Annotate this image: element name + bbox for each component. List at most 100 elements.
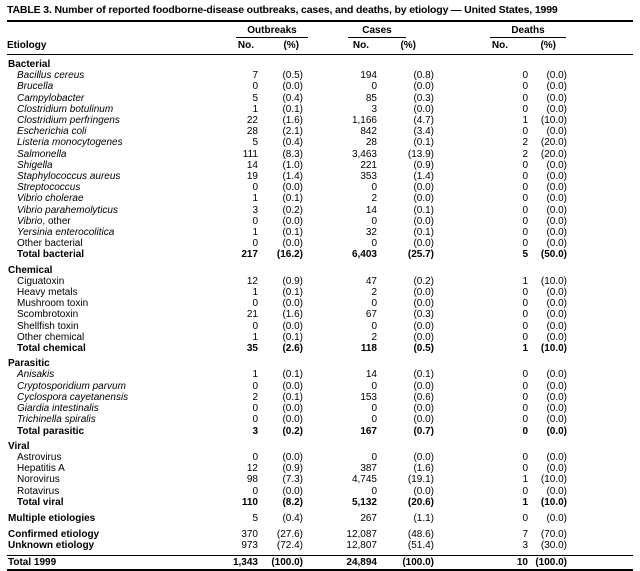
table-row: Norovirus 98 (7.3) 4,745 (19.1) 1 (10.0) xyxy=(7,474,633,485)
outbreaks-pct-cell: (0.2) xyxy=(282,204,303,216)
etiology-name: Astrovirus xyxy=(17,451,62,463)
outbreaks-no-cell: 217 xyxy=(241,249,258,261)
cases-pct-cell: (1.1) xyxy=(413,512,434,524)
cases-no-cell: 0 xyxy=(371,81,377,93)
table-row: Vibrio, other 0 (0.0) 0 (0.0) 0 (0.0) xyxy=(7,216,633,227)
deaths-no-cell: 0 xyxy=(522,463,528,475)
cases-no-cell: 842 xyxy=(360,126,377,138)
deaths-no-cell: 0 xyxy=(522,451,528,463)
outbreaks-pct-cell: (100.0) xyxy=(271,556,303,568)
etiology-name: Bacillus cereus xyxy=(17,70,85,82)
deaths-no-cell: 0 xyxy=(522,215,528,227)
outbreaks-pct-cell: (0.1) xyxy=(282,193,303,205)
etiology-name: Unknown etiology xyxy=(8,540,95,552)
cases-pct-cell: (0.0) xyxy=(413,238,434,250)
deaths-pct-cell: (10.0) xyxy=(540,275,567,287)
table-title: TABLE 3. Number of reported foodborne-di… xyxy=(7,4,558,16)
etiology-name: Heavy metals xyxy=(17,287,78,299)
row-label: Astrovirus xyxy=(7,452,212,463)
cases-no-cell: 85 xyxy=(365,92,377,104)
row-label: Trichinella spiralis xyxy=(7,414,212,425)
etiology-name: Total bacterial xyxy=(17,249,85,261)
cases-pct-cell: (1.4) xyxy=(413,171,434,183)
table-row: Total parasitic 3 (0.2) 167 (0.7) 0 (0.0) xyxy=(7,426,633,437)
outbreaks-pct-cell: (1.0) xyxy=(282,159,303,171)
etiology-name: Listeria monocytogenes xyxy=(17,137,123,149)
cases-no-cell: 0 xyxy=(371,485,377,497)
outbreaks-no-cell: 3 xyxy=(252,425,258,437)
outbreaks-no-cell: 98 xyxy=(246,474,258,486)
row-label: Cyclospora cayetanensis xyxy=(7,392,212,403)
deaths-no-cell: 0 xyxy=(522,287,528,299)
deaths-pct-cell: (0.0) xyxy=(546,92,567,104)
cases-pct-cell: (0.3) xyxy=(413,92,434,104)
outbreaks-pct-header: (%) xyxy=(283,40,299,51)
cases-pct-cell: (0.0) xyxy=(413,287,434,299)
deaths-pct-cell: (70.0) xyxy=(540,529,567,541)
deaths-pct-cell: (0.0) xyxy=(546,512,567,524)
row-label: Salmonella xyxy=(7,149,212,160)
cases-no-cell: 0 xyxy=(371,238,377,250)
etiology-name: Total viral xyxy=(17,496,64,508)
outbreaks-no-cell: 0 xyxy=(252,238,258,250)
cases-no-cell: 167 xyxy=(360,425,377,437)
outbreaks-no-cell: 1 xyxy=(252,193,258,205)
outbreaks-no-cell: 1 xyxy=(252,227,258,239)
cases-no-cell: 67 xyxy=(365,309,377,321)
row-label: Vibrio, other xyxy=(7,216,212,227)
cases-pct-cell: (0.0) xyxy=(413,298,434,310)
outbreaks-no-cell: 2 xyxy=(252,391,258,403)
outbreaks-no-cell: 21 xyxy=(246,309,258,321)
etiology-column-header: Etiology xyxy=(7,40,47,51)
deaths-no-cell: 0 xyxy=(522,171,528,183)
deaths-no-cell: 0 xyxy=(522,70,528,82)
etiology-name: Scombrotoxin xyxy=(17,309,79,321)
outbreaks-pct-cell: (0.0) xyxy=(282,298,303,310)
deaths-no-cell: 0 xyxy=(522,81,528,93)
column-group-cases: Cases xyxy=(348,25,406,38)
row-label: Clostridium botulinum xyxy=(7,104,212,115)
table-row: Staphylococcus aureus 19 (1.4) 353 (1.4) 0 (0.… xyxy=(7,171,633,182)
table-row: Yersinia enterocolitica 1 (0.1) 32 (0.1) 0 (0.… xyxy=(7,227,633,238)
cases-no-cell: 0 xyxy=(371,380,377,392)
outbreaks-pct-cell: (0.0) xyxy=(282,485,303,497)
row-label: Campylobacter xyxy=(7,93,212,104)
row-label: Bacillus cereus xyxy=(7,70,212,81)
cases-pct-cell: (3.4) xyxy=(413,126,434,138)
outbreaks-no-cell: 0 xyxy=(252,298,258,310)
outbreaks-no-cell: 5 xyxy=(252,137,258,149)
deaths-pct-cell: (0.0) xyxy=(546,380,567,392)
deaths-no-cell: 0 xyxy=(522,369,528,381)
etiology-name-suffix: , other xyxy=(42,215,71,227)
title-rule xyxy=(7,20,633,22)
etiology-name: Vibrio parahemolyticus xyxy=(17,204,118,216)
outbreaks-pct-cell: (0.0) xyxy=(282,451,303,463)
row-label: Ciguatoxin xyxy=(7,276,212,287)
header-rule xyxy=(7,54,633,55)
deaths-pct-cell: (0.0) xyxy=(546,309,567,321)
column-group-deaths: Deaths xyxy=(490,25,566,38)
deaths-pct-cell: (0.0) xyxy=(546,414,567,426)
outbreaks-no-cell: 19 xyxy=(246,171,258,183)
cases-no-cell: 14 xyxy=(365,204,377,216)
row-label: Confirmed etiology xyxy=(7,529,212,540)
cases-pct-cell: (0.1) xyxy=(413,204,434,216)
etiology-name: Escherichia coli xyxy=(17,126,87,138)
table-row: Salmonella 111 (8.3) 3,463 (13.9) 2 (20.0) xyxy=(7,149,633,160)
bottom-rule xyxy=(7,568,633,571)
deaths-no-cell: 1 xyxy=(522,474,528,486)
cases-no-cell: 4,745 xyxy=(351,474,377,486)
row-label: Yersinia enterocolitica xyxy=(7,227,212,238)
row-label: Scombrotoxin xyxy=(7,309,212,320)
table-row: Bacillus cereus 7 (0.5) 194 (0.8) 0 (0.0) xyxy=(7,70,633,81)
cases-no-cell: 6,403 xyxy=(351,249,377,261)
cases-pct-cell: (19.1) xyxy=(407,474,434,486)
outbreaks-no-cell: 1,343 xyxy=(232,556,258,568)
etiology-name: Total chemical xyxy=(17,343,86,355)
outbreaks-no-cell: 1 xyxy=(252,103,258,115)
cases-pct-cell: (0.0) xyxy=(413,215,434,227)
outbreaks-no-cell: 22 xyxy=(246,115,258,127)
deaths-pct-cell: (0.0) xyxy=(546,298,567,310)
deaths-no-cell: 5 xyxy=(522,249,528,261)
outbreaks-pct-cell: (0.1) xyxy=(282,391,303,403)
